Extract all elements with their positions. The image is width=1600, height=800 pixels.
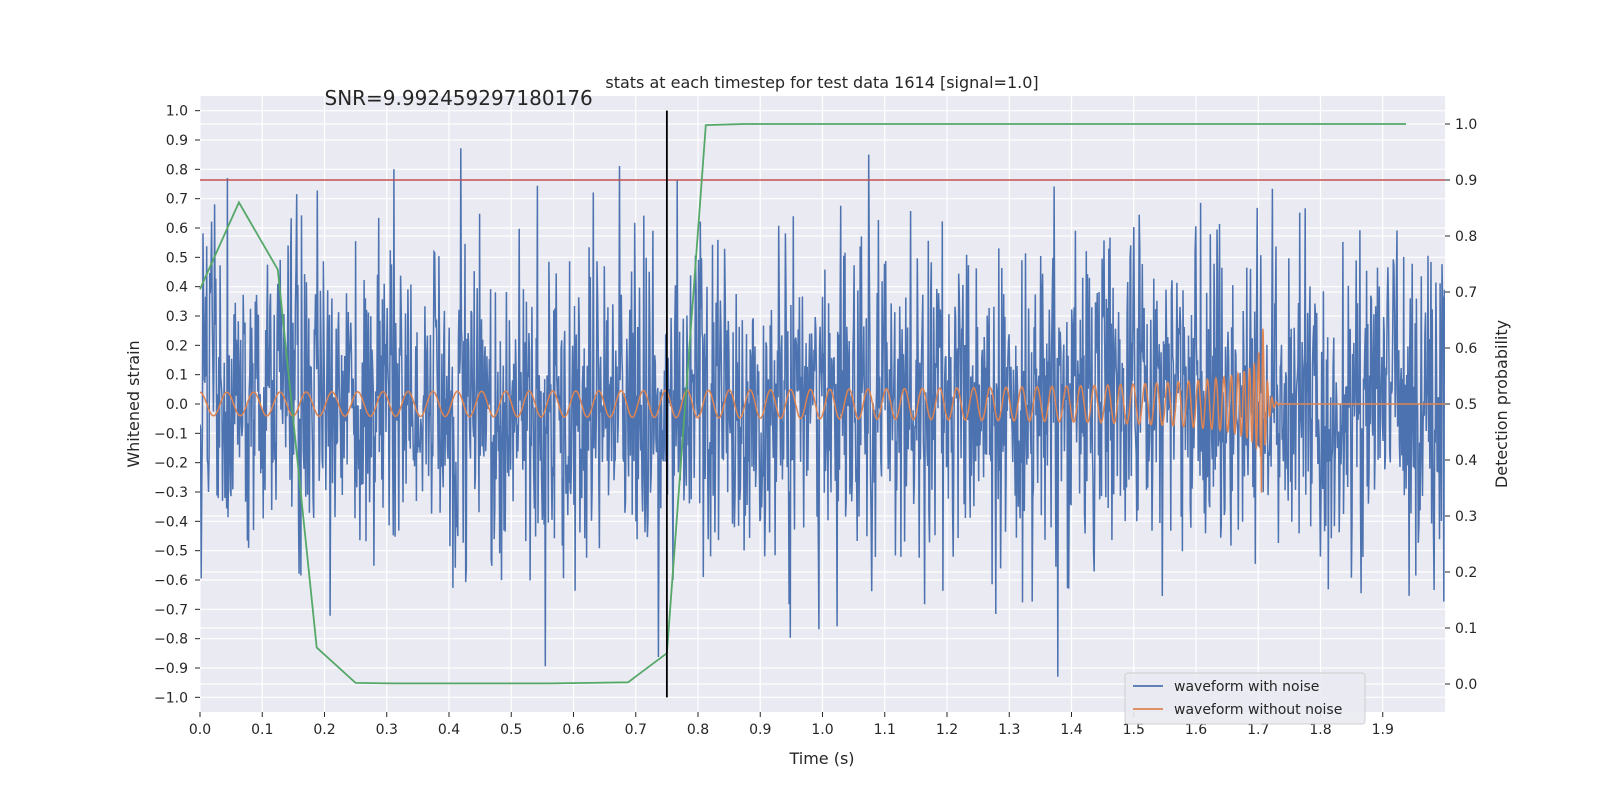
- y-axis-ticks: 1.0 0.9 0.8 0.7 0.6 0.5 0.4 0.3 0.2 0.1 0.0 −0.1 −0.…: [154, 104, 200, 706]
- x-tick-label: 1.0: [811, 722, 833, 738]
- x-tick-label: 1.5: [1123, 722, 1145, 738]
- y-right-tick-label: 0.4: [1455, 453, 1477, 469]
- y-right-tick-label: 0.1: [1455, 621, 1477, 637]
- y-right-tick-label: 1.0: [1455, 117, 1477, 133]
- y-tick-label: 0.5: [166, 250, 188, 266]
- x-tick-label: 0.0: [189, 722, 211, 738]
- x-tick-label: 1.6: [1185, 722, 1207, 738]
- y-tick-label: −0.2: [154, 456, 188, 472]
- x-tick-label: 0.6: [562, 722, 584, 738]
- y-right-axis-ticks: 1.0 0.9 0.8 0.7 0.6 0.5 0.4 0.3 0.2 0.1 0.0: [1445, 117, 1477, 693]
- y-tick-label: −0.8: [154, 632, 188, 648]
- series-waveform-without-noise: [200, 328, 1445, 493]
- right-series-layer: [199, 110, 1445, 698]
- series-detection-probability: [199, 123, 1407, 685]
- chart-title: stats at each timestep for test data 161…: [605, 73, 1038, 92]
- y-tick-label: 0.2: [166, 338, 188, 354]
- y-tick-label: 0.1: [166, 368, 188, 384]
- x-tick-label: 0.3: [376, 722, 398, 738]
- y-tick-label: 0.3: [166, 309, 188, 325]
- x-tick-label: 1.2: [936, 722, 958, 738]
- x-axis-ticks: 0.0 0.1 0.2 0.3 0.4 0.5 0.6 0.7 0.8 0.9 1.0 1.1 1.2 1…: [189, 712, 1394, 738]
- x-tick-label: 1.9: [1372, 722, 1394, 738]
- series-layer: [200, 148, 1445, 677]
- y-tick-label: −0.1: [154, 426, 188, 442]
- y-tick-label: 0.8: [166, 162, 188, 178]
- x-tick-label: 1.8: [1309, 722, 1331, 738]
- y-tick-label: 0.4: [166, 280, 188, 296]
- y-right-tick-label: 0.2: [1455, 565, 1477, 581]
- x-tick-label: 1.7: [1247, 722, 1269, 738]
- y-right-tick-label: 0.5: [1455, 397, 1477, 413]
- legend-box: [1124, 672, 1366, 725]
- x-tick-label: 1.3: [998, 722, 1020, 738]
- x-tick-label: 1.1: [874, 722, 896, 738]
- snr-annotation: SNR=9.992459297180176: [325, 86, 593, 110]
- x-axis-label: Time (s): [788, 749, 854, 768]
- y-right-axis-label: Detection probability: [1492, 320, 1511, 488]
- y-tick-label: −0.6: [154, 573, 188, 589]
- legend-label-noise: waveform with noise: [1174, 679, 1319, 695]
- y-tick-label: 0.0: [166, 397, 188, 413]
- x-tick-label: 0.4: [438, 722, 460, 738]
- y-right-tick-label: 0.7: [1455, 285, 1477, 301]
- y-tick-label: 0.6: [166, 221, 188, 237]
- legend: waveform with noise waveform without noi…: [1124, 672, 1366, 725]
- legend-label-clean: waveform without noise: [1174, 702, 1342, 718]
- x-tick-label: 0.1: [251, 722, 273, 738]
- y-axis-label: Whitened strain: [124, 340, 143, 467]
- x-tick-label: 0.9: [749, 722, 771, 738]
- y-tick-label: 0.9: [166, 133, 188, 149]
- y-right-tick-label: 0.3: [1455, 509, 1477, 525]
- y-tick-label: −0.3: [154, 485, 188, 501]
- y-tick-label: −0.4: [154, 514, 188, 530]
- y-tick-label: −0.7: [154, 602, 188, 618]
- y-right-tick-label: 0.8: [1455, 229, 1477, 245]
- series-waveform-with-noise: [200, 148, 1445, 677]
- y-right-tick-label: 0.6: [1455, 341, 1477, 357]
- x-tick-label: 0.5: [500, 722, 522, 738]
- y-tick-label: −0.9: [154, 661, 188, 677]
- y-tick-label: 1.0: [166, 104, 188, 120]
- y-tick-label: 0.7: [166, 192, 188, 208]
- x-tick-label: 0.8: [687, 722, 709, 738]
- x-tick-label: 1.4: [1060, 722, 1082, 738]
- y-tick-label: −0.5: [154, 544, 188, 560]
- x-tick-label: 0.2: [313, 722, 335, 738]
- y-right-tick-label: 0.0: [1455, 677, 1477, 693]
- x-tick-label: 0.7: [625, 722, 647, 738]
- y-right-tick-label: 0.9: [1455, 173, 1477, 189]
- y-tick-label: −1.0: [154, 690, 188, 706]
